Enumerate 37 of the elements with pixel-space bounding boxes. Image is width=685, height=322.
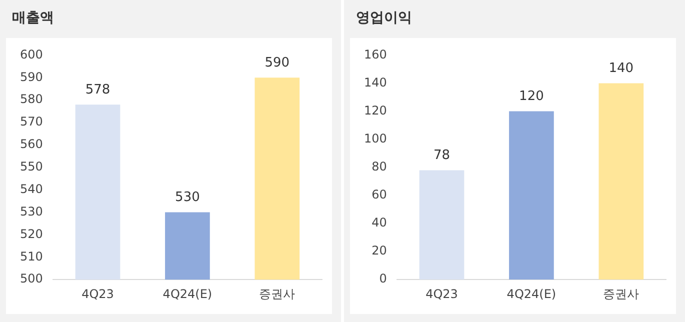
y-tick-label: 140 [364,75,387,90]
chart-title: 매출액 [12,9,54,27]
y-tick-label: 60 [372,188,387,202]
x-tick-label: 4Q24(E) [162,286,212,301]
bar [419,170,464,280]
y-tick-label: 40 [372,216,387,230]
data-label: 530 [175,190,200,206]
y-tick-label: 560 [20,137,43,152]
chart-title: 영업이익 [356,9,412,27]
bar [509,111,554,280]
x-tick-label: 증권사 [259,286,296,301]
bar [598,83,644,280]
data-label: 78 [433,148,450,164]
y-tick-label: 590 [20,70,43,84]
y-tick-label: 580 [20,92,43,106]
y-tick-label: 540 [20,182,43,196]
y-tick-label: 120 [364,103,387,118]
x-tick-label: 4Q23 [82,286,114,301]
x-tick-label: 4Q24(E) [506,286,556,301]
data-label: 590 [264,56,290,71]
x-tick-label: 4Q23 [426,286,458,301]
y-tick-label: 550 [20,160,43,174]
y-tick-label: 520 [20,226,43,241]
data-label: 140 [608,61,634,76]
data-label: 578 [85,82,110,98]
y-tick-label: 0 [379,272,387,286]
y-tick-label: 600 [20,47,43,62]
y-tick-label: 160 [364,47,387,62]
y-tick-label: 100 [364,131,387,146]
y-tick-label: 80 [372,160,387,174]
y-tick-label: 510 [20,249,43,264]
y-tick-label: 530 [20,204,43,218]
y-tick-label: 20 [372,244,387,258]
y-tick-label: 500 [20,272,43,286]
data-label: 120 [519,89,544,104]
y-tick-label: 570 [20,114,43,129]
x-tick-label: 증권사 [603,286,640,301]
